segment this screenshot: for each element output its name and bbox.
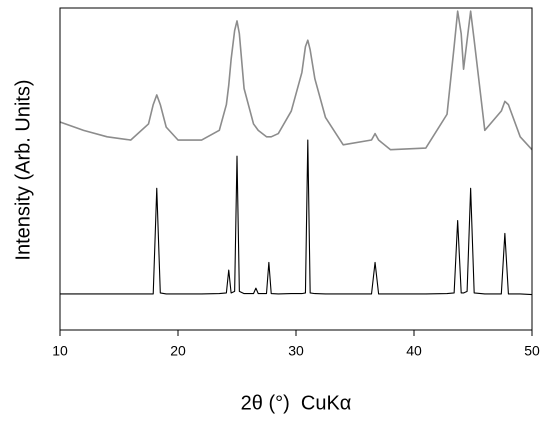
x-tick-label: 50 [524,343,540,359]
x-tick-label: 10 [52,343,68,359]
x-tick-label: 30 [288,343,304,359]
x-axis-label: 2θ (°) CuKα [241,392,352,414]
y-axis-label: Intensity (Arb. Units) [12,79,34,260]
line-series [59,10,533,151]
plot-frame [59,7,533,331]
line-series [60,139,533,296]
x-tick-label: 40 [406,343,422,359]
x-tick-label: 20 [170,343,186,359]
